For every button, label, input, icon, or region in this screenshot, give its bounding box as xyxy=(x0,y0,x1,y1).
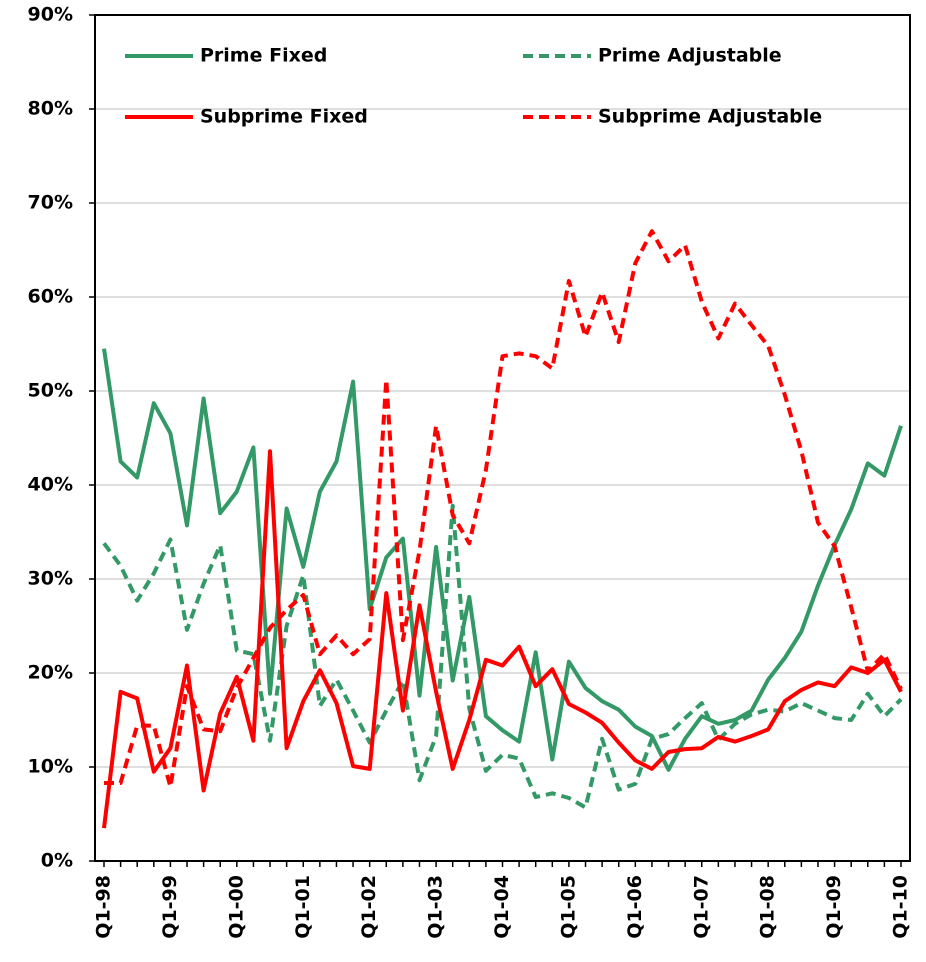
series-line xyxy=(102,348,903,772)
x-tick-label: Q1-06 xyxy=(624,875,646,939)
y-tick-label: 0% xyxy=(41,850,73,872)
y-tick-label: 80% xyxy=(28,98,73,120)
series-line xyxy=(102,449,903,829)
series-line xyxy=(104,229,903,789)
x-tick-label: Q1-00 xyxy=(225,875,247,939)
x-tick-label: Q1-08 xyxy=(757,875,779,939)
y-tick-label: 10% xyxy=(28,756,73,778)
y-tick-label: 70% xyxy=(28,192,73,214)
legend-background xyxy=(121,101,122,102)
y-tick-label: 60% xyxy=(28,286,73,308)
x-tick-label: Q1-02 xyxy=(358,875,380,939)
x-tick-label: Q1-07 xyxy=(690,875,712,939)
x-tick-label: Q1-05 xyxy=(557,875,579,939)
x-tick-label: Q1-09 xyxy=(823,875,845,939)
legend-label: Prime Adjustable xyxy=(598,45,782,67)
y-tick-label: 50% xyxy=(28,380,73,402)
legend-label: Subprime Adjustable xyxy=(598,106,822,128)
legend-label: Subprime Fixed xyxy=(200,106,368,128)
y-tick-label: 40% xyxy=(28,474,73,496)
legend-background xyxy=(121,40,122,41)
y-tick-label: 20% xyxy=(28,662,73,684)
x-tick-label: Q1-04 xyxy=(491,875,513,939)
x-tick-label: Q1-98 xyxy=(93,875,115,939)
y-tick-label: 90% xyxy=(28,4,73,26)
legend-label: Prime Fixed xyxy=(200,45,327,67)
y-tick-label: 30% xyxy=(28,568,73,590)
x-tick-label: Q1-99 xyxy=(159,875,181,939)
x-tick-label: Q1-03 xyxy=(425,875,447,939)
legend-background xyxy=(519,101,520,102)
legend-background xyxy=(519,40,520,41)
x-tick-label: Q1-10 xyxy=(890,875,912,939)
series-line xyxy=(102,503,903,810)
x-tick-label: Q1-01 xyxy=(292,875,314,939)
